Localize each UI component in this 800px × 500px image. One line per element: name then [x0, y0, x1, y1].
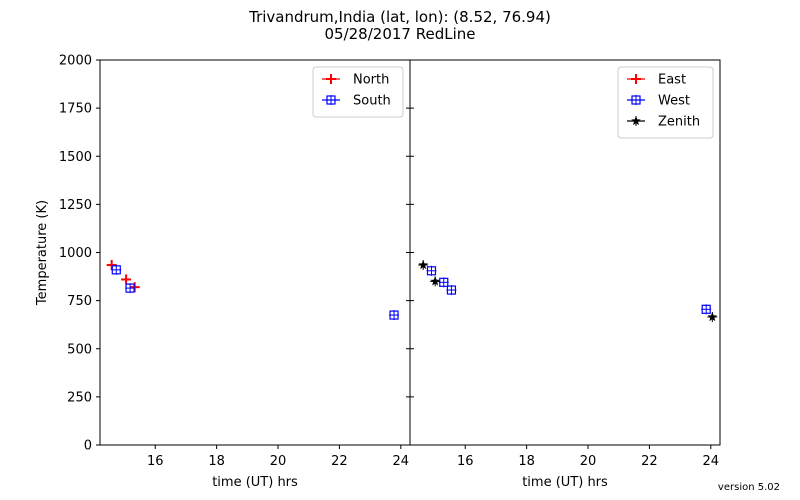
- y-tick-label: 750: [67, 294, 92, 309]
- chart-title-line2: 05/28/2017 RedLine: [325, 25, 476, 43]
- x-tick-label: 22: [641, 454, 658, 469]
- data-point-zenith: [430, 276, 441, 287]
- legend: East West Zenith: [617, 66, 714, 139]
- y-tick-label: 0: [84, 439, 92, 454]
- x-tick-label: 20: [580, 454, 597, 469]
- panel-east-west-zenith: 16 18 20 22 24 time (UT) hrs East West Zenith: [406, 59, 721, 490]
- data-point-west: [438, 277, 449, 288]
- data-point-south: [111, 264, 122, 275]
- y-tick-label: 1500: [59, 150, 92, 165]
- y-tick-label: 1250: [59, 198, 92, 213]
- legend-marker-south: [326, 95, 336, 105]
- panel-north-south: 16 18 20 22 24 0 250 500 750 1000 1250 1500 1750 2000…: [35, 54, 411, 490]
- y-tick-label: 2000: [59, 54, 92, 69]
- x-tick-label: 16: [457, 454, 474, 469]
- data-point-north: [106, 260, 117, 271]
- data-point-south: [125, 283, 136, 294]
- x-tick-label: 24: [703, 454, 720, 469]
- x-tick-label: 20: [270, 454, 287, 469]
- y-tick-label: 500: [67, 342, 92, 357]
- data-point-west: [426, 265, 437, 276]
- legend-marker-west: [631, 95, 641, 105]
- legend-label-zenith: Zenith: [658, 115, 700, 130]
- axes-frame: [99, 59, 411, 446]
- legend-label-south: South: [353, 94, 391, 109]
- legend-label-west: West: [658, 94, 690, 109]
- data-point-zenith: [418, 259, 429, 271]
- x-tick-label: 18: [208, 454, 225, 469]
- legend: North South: [312, 66, 404, 118]
- x-axis-label: time (UT) hrs: [212, 475, 298, 490]
- y-axis-label: Temperature (K): [35, 200, 50, 306]
- x-axis-label: time (UT) hrs: [522, 475, 608, 490]
- legend-box: [617, 66, 714, 139]
- x-tick-label: 22: [331, 454, 348, 469]
- x-tick-label: 16: [147, 454, 164, 469]
- data-point-north: [121, 274, 132, 285]
- legend-label-north: North: [353, 73, 389, 88]
- legend-marker-zenith: [631, 115, 641, 126]
- chart-title-line1: Trivandrum,India (lat, lon): (8.52, 76.9…: [248, 8, 551, 26]
- legend-label-east: East: [658, 73, 686, 88]
- data-point-west: [701, 304, 712, 315]
- x-tick-label: 24: [393, 454, 410, 469]
- y-tick-label: 1000: [59, 246, 92, 261]
- data-point-zenith: [707, 311, 718, 322]
- data-point-west: [446, 285, 457, 296]
- version-label: version 5.02: [718, 482, 780, 493]
- y-tick-label: 250: [67, 390, 92, 405]
- y-tick-label: 1750: [59, 102, 92, 117]
- data-point-north: [129, 282, 140, 293]
- x-tick-label: 18: [518, 454, 535, 469]
- legend-marker-north: [326, 74, 336, 84]
- legend-marker-east: [631, 74, 641, 84]
- data-point-south: [389, 310, 400, 321]
